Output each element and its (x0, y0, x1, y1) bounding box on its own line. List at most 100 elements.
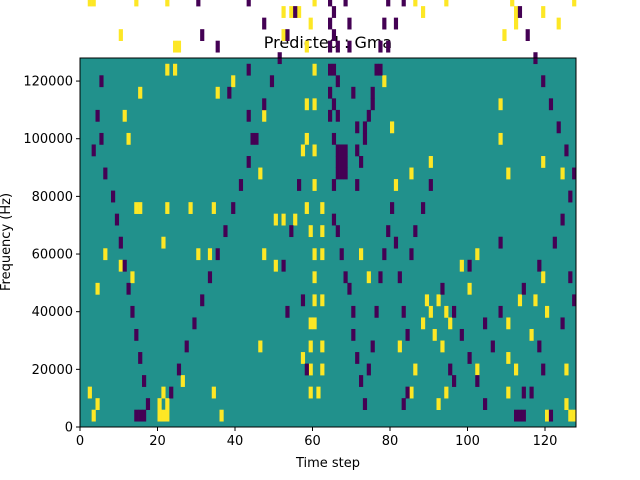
heatmap-cell-high (409, 167, 414, 180)
heatmap-cell-low (335, 144, 340, 157)
heatmap-cell-high (444, 0, 449, 7)
y-tick-label: 40000 (32, 305, 73, 320)
heatmap-cell-low (250, 132, 255, 145)
heatmap-cell-low (134, 409, 139, 422)
y-tick-label: 100000 (23, 132, 73, 147)
heatmap-cell-high (165, 398, 170, 410)
heatmap-cell-high (231, 75, 236, 88)
heatmap-cell-high (514, 363, 519, 376)
heatmap-cell-low (517, 6, 523, 18)
heatmap-cell-high (502, 29, 507, 41)
heatmap-cell-high (161, 236, 166, 249)
heatmap-cell-high (165, 409, 170, 422)
heatmap-cell-low (343, 167, 348, 180)
heatmap-cell-high (300, 352, 306, 364)
heatmap-cell-high (312, 179, 317, 191)
heatmap-cell-high (180, 375, 185, 387)
heatmap-cell-high (545, 305, 550, 318)
heatmap-cell-high (397, 340, 402, 353)
heatmap-cell-low (122, 259, 127, 272)
heatmap-cell-high (281, 29, 286, 41)
heatmap-cell-low (521, 409, 526, 422)
heatmap-cell-low (483, 317, 488, 330)
heatmap-cell-low (238, 179, 244, 191)
heatmap-cell-low (126, 282, 131, 295)
heatmap-cell-low (347, 17, 352, 30)
heatmap-cell-low (564, 144, 569, 157)
heatmap-cell-high (134, 202, 139, 214)
heatmap-cell-low (517, 409, 523, 422)
heatmap-cell-low (103, 167, 108, 180)
heatmap-cell-high (308, 17, 313, 30)
heatmap-cell-high (138, 86, 143, 99)
heatmap-cell-low (297, 179, 302, 191)
heatmap-cell-high (188, 202, 193, 214)
heatmap-cell-low (207, 271, 213, 284)
y-tick-label: 60000 (32, 248, 73, 263)
y-tick-label: 80000 (32, 190, 73, 205)
heatmap-cell-high (564, 398, 569, 410)
heatmap-cell-low (514, 409, 519, 422)
heatmap-cell-high (134, 0, 139, 7)
heatmap-cell-high (273, 259, 278, 272)
heatmap-cell-high (312, 271, 317, 284)
heatmap-cell-low (413, 225, 418, 238)
heatmap-cell-low (560, 317, 565, 330)
heatmap-cell-high (87, 0, 92, 7)
heatmap-cell-low (331, 98, 337, 111)
heatmap-cell-low (366, 363, 371, 376)
heatmap-cell-high (459, 259, 464, 272)
heatmap-cell-high (157, 409, 162, 422)
heatmap-cell-low (335, 167, 340, 180)
heatmap-cell-low (362, 132, 368, 145)
heatmap-cell-high (545, 409, 550, 422)
x-tick-label: 0 (76, 434, 84, 449)
heatmap-cell-low (184, 340, 189, 353)
heatmap-cell-high (293, 213, 298, 226)
heatmap-cell-low (370, 86, 375, 99)
heatmap-cell-high (498, 98, 503, 111)
heatmap-cell-high (366, 271, 371, 284)
heatmap-cell-high (440, 340, 445, 353)
heatmap-cell-low (355, 121, 360, 134)
heatmap-cell-high (475, 363, 480, 376)
heatmap-cell-low (401, 398, 406, 410)
y-axis-label: Frequency (Hz) (0, 193, 14, 291)
heatmap-cell-high (514, 6, 519, 18)
heatmap-cell-low (386, 40, 391, 53)
heatmap-cell-high (165, 202, 170, 214)
heatmap-cell-high (215, 86, 220, 99)
heatmap-cell-high (262, 248, 267, 261)
heatmap-cell-high (444, 386, 449, 399)
heatmap-cell-high (308, 340, 313, 353)
heatmap-cell-low (335, 109, 340, 122)
heatmap-cell-high (207, 248, 213, 261)
heatmap-cell-high (176, 40, 182, 53)
heatmap-cell-low (362, 121, 368, 134)
heatmap-cell-high (428, 305, 433, 318)
heatmap-cell-high (436, 294, 441, 307)
heatmap-cell-low (572, 167, 577, 180)
heatmap-cell-low (300, 294, 306, 307)
heatmap-cell-low (351, 305, 356, 318)
heatmap-cell-low (552, 236, 557, 249)
heatmap-cell-high (173, 63, 178, 76)
heatmap-cell-low (459, 328, 464, 341)
heatmap-cell-high (541, 6, 546, 18)
heatmap-cell-low (328, 109, 333, 122)
heatmap-cell-high (91, 0, 96, 7)
heatmap-cell-high (126, 132, 131, 145)
heatmap-cell-low (331, 63, 337, 76)
heatmap-cell-low (568, 190, 573, 203)
heatmap-cell-low (448, 363, 453, 376)
heatmap-cell-low (142, 375, 147, 387)
x-tick-label: 100 (455, 434, 480, 449)
heatmap-cell-high (122, 109, 127, 122)
heatmap-cell-low (378, 271, 383, 284)
heatmap-cell-low (331, 179, 337, 191)
heatmap-cell-low (541, 75, 546, 88)
heatmap-cell-high (421, 317, 426, 330)
heatmap-cell-high (421, 6, 426, 18)
y-tick-label: 20000 (32, 363, 73, 378)
